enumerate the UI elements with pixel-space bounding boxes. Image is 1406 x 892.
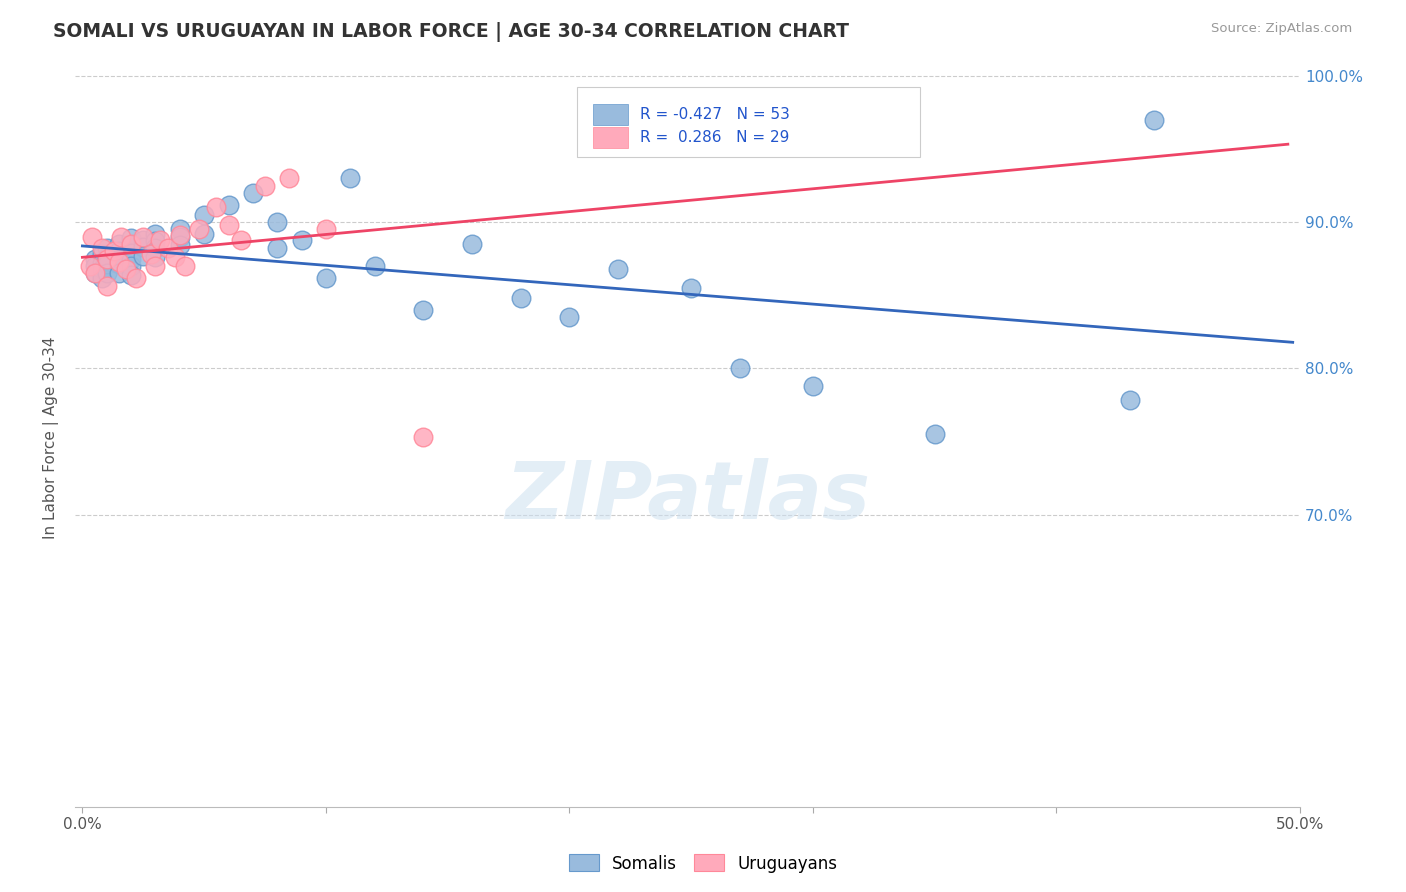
Point	[108, 252, 131, 266]
Point	[120, 259, 142, 273]
Point	[145, 234, 167, 248]
Text: Source: ZipAtlas.com: Source: ZipAtlas.com	[1212, 22, 1353, 36]
Point	[96, 279, 118, 293]
Point	[412, 430, 434, 444]
Point	[83, 259, 105, 273]
Point	[108, 257, 131, 271]
Point	[96, 257, 118, 271]
Point	[188, 222, 211, 236]
Point	[132, 249, 155, 263]
Point	[924, 427, 946, 442]
Point	[254, 178, 277, 193]
Text: R =  0.286   N = 29: R = 0.286 N = 29	[640, 130, 789, 145]
Point	[132, 233, 155, 247]
Point	[169, 228, 191, 243]
Point	[103, 244, 125, 259]
Point	[90, 241, 112, 255]
Point	[145, 241, 167, 255]
Point	[266, 215, 288, 229]
Point	[1118, 393, 1140, 408]
Point	[266, 241, 288, 255]
Point	[169, 229, 191, 244]
Point	[90, 256, 112, 270]
Point	[90, 270, 112, 285]
Point	[363, 259, 385, 273]
Point	[801, 379, 824, 393]
Point	[120, 238, 142, 252]
Point	[82, 229, 104, 244]
Point	[242, 186, 264, 200]
Point	[315, 270, 337, 285]
Point	[120, 237, 142, 252]
Point	[96, 241, 118, 255]
Point	[218, 197, 240, 211]
Point	[145, 227, 167, 241]
Point	[96, 250, 118, 264]
Point	[120, 245, 142, 260]
Text: ZIPatlas: ZIPatlas	[505, 458, 870, 536]
Point	[90, 261, 112, 276]
Point	[290, 233, 312, 247]
Point	[218, 218, 240, 232]
Point	[96, 252, 118, 266]
Point	[681, 281, 703, 295]
Point	[120, 252, 142, 266]
Point	[163, 250, 186, 264]
Point	[193, 208, 215, 222]
Point	[110, 229, 132, 244]
Point	[169, 238, 191, 252]
Point	[83, 252, 105, 266]
Point	[193, 227, 215, 241]
Point	[120, 231, 142, 245]
Point	[145, 259, 167, 273]
Point	[145, 250, 167, 264]
Point	[108, 237, 131, 252]
Point	[108, 266, 131, 280]
Point	[607, 261, 630, 276]
Text: SOMALI VS URUGUAYAN IN LABOR FORCE | AGE 30-34 CORRELATION CHART: SOMALI VS URUGUAYAN IN LABOR FORCE | AGE…	[53, 22, 849, 42]
Point	[149, 233, 172, 247]
Point	[120, 268, 142, 282]
Legend: Somalis, Uruguayans: Somalis, Uruguayans	[562, 847, 844, 880]
Point	[169, 222, 191, 236]
Point	[115, 261, 138, 276]
Point	[339, 171, 361, 186]
FancyBboxPatch shape	[593, 128, 627, 148]
Point	[108, 254, 131, 268]
Point	[558, 310, 581, 325]
FancyBboxPatch shape	[593, 104, 627, 125]
Point	[132, 229, 155, 244]
Point	[139, 247, 162, 261]
Y-axis label: In Labor Force | Age 30-34: In Labor Force | Age 30-34	[44, 336, 59, 539]
Point	[315, 222, 337, 236]
Text: R = -0.427   N = 53: R = -0.427 N = 53	[640, 107, 790, 122]
Point	[90, 247, 112, 261]
Point	[1143, 112, 1166, 127]
Point	[83, 266, 105, 280]
Point	[83, 266, 105, 280]
Point	[229, 233, 252, 247]
Point	[461, 237, 484, 252]
Point	[96, 266, 118, 280]
Point	[125, 270, 148, 285]
Point	[132, 240, 155, 254]
FancyBboxPatch shape	[578, 87, 921, 157]
Point	[205, 201, 228, 215]
Point	[79, 259, 101, 273]
Point	[156, 241, 179, 255]
Point	[173, 259, 195, 273]
Point	[728, 361, 751, 376]
Point	[509, 291, 531, 305]
Point	[412, 302, 434, 317]
Point	[607, 123, 630, 137]
Point	[278, 171, 301, 186]
Point	[108, 244, 131, 259]
